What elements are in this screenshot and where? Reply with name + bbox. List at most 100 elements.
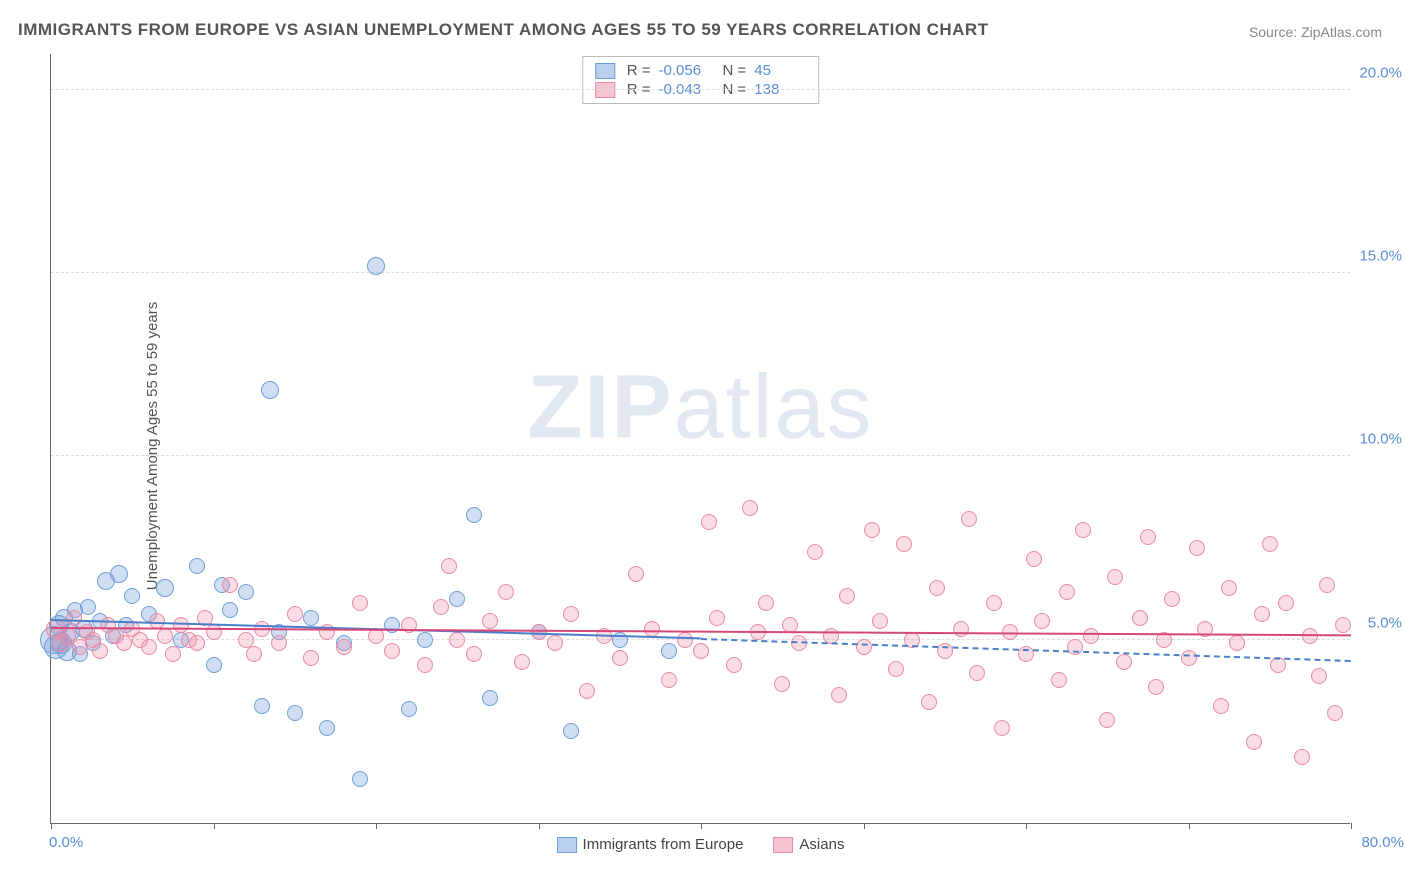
scatter-point (856, 639, 872, 655)
legend-swatch (557, 837, 577, 853)
scatter-point (831, 687, 847, 703)
scatter-point (1262, 536, 1278, 552)
scatter-point (1059, 584, 1075, 600)
scatter-point (319, 720, 335, 736)
scatter-point (261, 381, 279, 399)
y-tick-label: 5.0% (1368, 614, 1402, 631)
x-axis-min-label: 0.0% (49, 834, 83, 851)
scatter-point (449, 591, 465, 607)
scatter-point (1221, 580, 1237, 596)
scatter-point (206, 657, 222, 673)
scatter-point (92, 643, 108, 659)
scatter-point (628, 566, 644, 582)
scatter-point (246, 646, 262, 662)
scatter-point (1116, 654, 1132, 670)
scatter-point (384, 643, 400, 659)
n-value: 45 (754, 62, 806, 79)
legend-item: Immigrants from Europe (557, 836, 744, 853)
scatter-point (116, 635, 132, 651)
scatter-point (1254, 606, 1270, 622)
scatter-point (1229, 635, 1245, 651)
scatter-point (482, 690, 498, 706)
correlation-legend: R =-0.056N =45R =-0.043N =138 (582, 56, 820, 104)
scatter-point (807, 544, 823, 560)
scatter-point (961, 511, 977, 527)
gridline (51, 272, 1350, 273)
scatter-point (1107, 569, 1123, 585)
scatter-point (758, 595, 774, 611)
scatter-point (1319, 577, 1335, 593)
legend-label: Immigrants from Europe (583, 836, 744, 853)
scatter-point (141, 639, 157, 655)
scatter-point (994, 720, 1010, 736)
scatter-point (303, 610, 319, 626)
scatter-point (1140, 529, 1156, 545)
x-tick (376, 823, 377, 829)
scatter-point (222, 602, 238, 618)
x-tick (1189, 823, 1190, 829)
scatter-point (921, 694, 937, 710)
legend-swatch (595, 63, 615, 79)
legend-stat-row: R =-0.056N =45 (595, 61, 807, 80)
scatter-point (709, 610, 725, 626)
scatter-point (1294, 749, 1310, 765)
x-tick (539, 823, 540, 829)
scatter-point (110, 565, 128, 583)
scatter-point (693, 643, 709, 659)
scatter-point (1026, 551, 1042, 567)
scatter-point (701, 514, 717, 530)
scatter-point (482, 613, 498, 629)
scatter-point (1051, 672, 1067, 688)
scatter-point (953, 621, 969, 637)
r-label: R = (627, 62, 651, 79)
scatter-point (173, 617, 189, 633)
scatter-point (677, 632, 693, 648)
watermark: ZIPatlas (527, 356, 873, 459)
scatter-point (66, 610, 82, 626)
scatter-point (839, 588, 855, 604)
scatter-point (1181, 650, 1197, 666)
scatter-point (222, 577, 238, 593)
scatter-point (287, 705, 303, 721)
scatter-point (929, 580, 945, 596)
scatter-point (1083, 628, 1099, 644)
scatter-point (644, 621, 660, 637)
scatter-point (1034, 613, 1050, 629)
scatter-point (563, 723, 579, 739)
scatter-point (367, 257, 385, 275)
scatter-point (157, 628, 173, 644)
scatter-point (189, 558, 205, 574)
scatter-point (1213, 698, 1229, 714)
scatter-point (563, 606, 579, 622)
scatter-point (1311, 668, 1327, 684)
scatter-point (80, 599, 96, 615)
scatter-point (165, 646, 181, 662)
x-axis-max-label: 80.0% (1361, 834, 1404, 851)
scatter-point (352, 595, 368, 611)
scatter-point (1278, 595, 1294, 611)
scatter-point (189, 635, 205, 651)
scatter-point (864, 522, 880, 538)
x-tick (214, 823, 215, 829)
scatter-point (417, 657, 433, 673)
scatter-point (969, 665, 985, 681)
scatter-point (726, 657, 742, 673)
scatter-point (742, 500, 758, 516)
scatter-point (238, 632, 254, 648)
x-tick (701, 823, 702, 829)
x-tick (1351, 823, 1352, 829)
scatter-point (352, 771, 368, 787)
gridline (51, 455, 1350, 456)
scatter-point (1327, 705, 1343, 721)
scatter-point (579, 683, 595, 699)
scatter-point (661, 643, 677, 659)
scatter-point (401, 701, 417, 717)
scatter-point (433, 599, 449, 615)
scatter-point (1335, 617, 1351, 633)
scatter-point (303, 650, 319, 666)
scatter-point (498, 584, 514, 600)
scatter-point (547, 635, 563, 651)
scatter-point (1164, 591, 1180, 607)
scatter-point (872, 613, 888, 629)
n-label: N = (723, 62, 747, 79)
